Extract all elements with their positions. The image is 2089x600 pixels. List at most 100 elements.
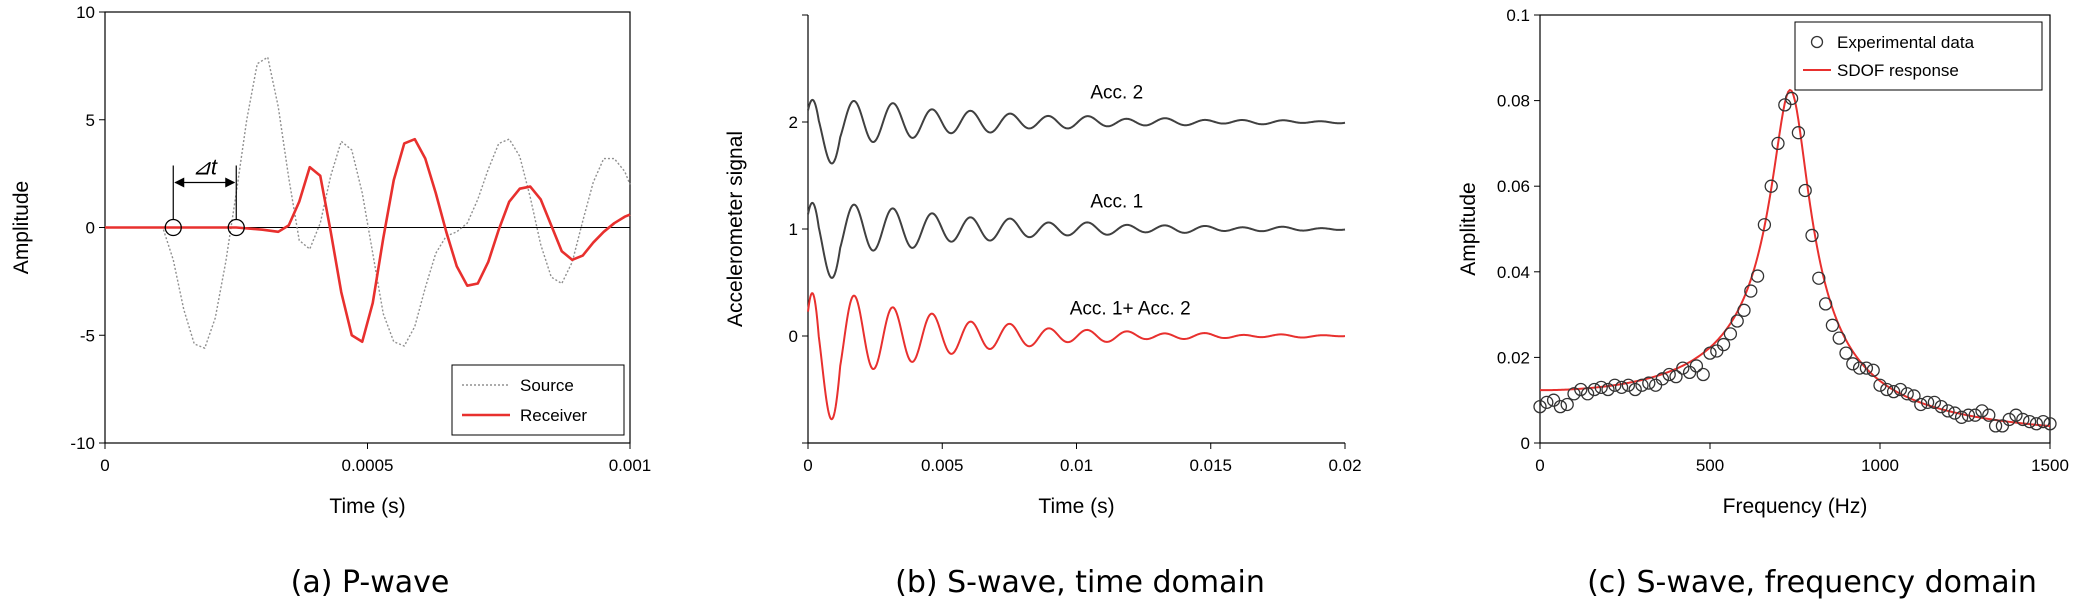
experimental-data-point	[1601, 382, 1615, 397]
experimental-data-point	[1873, 378, 1887, 392]
experimental-data-point	[1540, 395, 1554, 409]
series-label: Acc. 1+ Acc. 2	[1070, 299, 1191, 320]
experimental-data-point	[1723, 327, 1738, 341]
experimental-data-point	[1784, 91, 1799, 106]
experimental-data-point	[1621, 378, 1636, 392]
experimental-data-point	[1669, 370, 1683, 384]
panel-a-x-tick-label: 0	[100, 456, 109, 475]
experimental-data-point	[1614, 380, 1629, 395]
experimental-data-point	[1825, 318, 1840, 332]
experimental-data-point	[1988, 419, 2003, 433]
experimental-data-point	[1580, 387, 1595, 401]
legend-sdof-label: SDOF response	[1837, 61, 1959, 80]
experimental-data-point	[1805, 228, 1819, 243]
experimental-data-point	[1764, 179, 1778, 193]
experimental-data-point	[1975, 404, 1989, 418]
panel-a-caption: (a) P-wave	[291, 565, 450, 600]
panel-b-chart: 0 1 2 0 0.005 0.01 0.015 0.02 Time (s) Accelerome…	[724, 14, 1362, 600]
series-label: Acc. 2	[1090, 82, 1143, 103]
panel-c-chart: 0 0.02 0.04 0.06 0.08 0.1 0 500 1000 1500 Frequenc…	[1457, 6, 2069, 600]
experimental-data-point	[1812, 271, 1826, 285]
experimental-data-point	[1893, 382, 1908, 397]
panel-a-y-tick-label: 10	[76, 3, 95, 22]
panel-c-y-tick-label: 0.1	[1506, 6, 1530, 25]
experimental-data-point	[1737, 303, 1751, 317]
experimental-data-point	[1716, 337, 1731, 352]
experimental-data-point	[1553, 399, 1568, 414]
panel-a-y-tick-label: -5	[80, 326, 95, 345]
panel-b-x-tick-label: 0.01	[1060, 456, 1093, 475]
experimental-data-point	[2009, 408, 2023, 422]
panel-c-caption: (c) S-wave, frequency domain	[1587, 565, 2037, 600]
experimental-data-point	[1927, 395, 1942, 409]
panel-a-x-tick-label: 0.0005	[342, 456, 394, 475]
panel-c-y-tick-label: 0.02	[1497, 348, 1530, 367]
experimental-data-point	[1594, 380, 1608, 395]
panel-c-y-tick-label: 0	[1521, 434, 1530, 453]
delta-t-arrow-head	[174, 177, 185, 188]
experimental-data-point	[1791, 126, 1806, 140]
panel-a-legend-box	[451, 364, 625, 436]
experimental-data-point	[1533, 399, 1547, 414]
delta-t-arrow-head	[225, 177, 236, 188]
panel-b-x-tick-label: 0.015	[1189, 456, 1232, 475]
experimental-data-point	[2002, 412, 2016, 427]
experimental-data-point	[1914, 397, 1928, 412]
sdof-response-line	[1540, 88, 2051, 428]
panel-b-y-tick-label: 2	[789, 113, 798, 132]
experimental-data-point	[2029, 417, 2044, 431]
experimental-data-point	[1948, 406, 1962, 420]
experimental-data-point	[1886, 384, 1901, 399]
experimental-data-point	[1907, 389, 1921, 403]
series-line-acc-sum	[807, 292, 1346, 421]
panel-c-x-tick-label: 1500	[2031, 456, 2069, 475]
experimental-data-point	[1608, 378, 1622, 392]
legend-receiver-label: Receiver	[520, 406, 587, 425]
series-line-acc-1	[807, 201, 1346, 279]
experimental-data-point	[2036, 414, 2050, 429]
experimental-data-point	[1744, 284, 1758, 298]
panel-a-x-axis-label: Time (s)	[329, 495, 405, 518]
experimental-data-point	[1676, 361, 1690, 375]
experimental-data-point	[1934, 399, 1948, 414]
experimental-data-point	[1859, 361, 1874, 375]
panel-c-y-tick-label: 0.06	[1497, 177, 1530, 196]
experimental-data-point	[1662, 367, 1676, 382]
source-series-line	[105, 56, 631, 349]
panel-a-y-tick-label: 0	[86, 219, 95, 238]
experimental-data-point	[1710, 344, 1724, 358]
experimental-data-point	[2016, 412, 2030, 427]
experimental-data-point	[1832, 331, 1846, 345]
receiver-series-line	[105, 137, 631, 344]
experimental-data-point	[1818, 297, 1833, 311]
legend-source-label: Source	[520, 376, 574, 395]
experimental-data-point	[1846, 357, 1860, 371]
experimental-data-point	[1880, 382, 1894, 397]
panel-c-x-tick-label: 500	[1696, 456, 1724, 475]
experimental-data-point	[1655, 372, 1670, 386]
panel-b-y-axis-label: Accelerometer signal	[724, 131, 747, 327]
panel-a-y-tick-label: 5	[86, 111, 95, 130]
experimental-data-point	[1574, 382, 1588, 397]
experimental-data-point	[1941, 404, 1955, 418]
experimental-data-point	[1689, 359, 1704, 373]
panel-a-y-tick-label: -10	[70, 434, 95, 453]
experimental-data-point	[1567, 387, 1581, 401]
experimental-data-point	[2043, 417, 2057, 431]
experimental-data-point	[1587, 382, 1602, 397]
panel-b-y-tick-label: 0	[789, 327, 798, 346]
experimental-data-point	[1750, 269, 1765, 283]
panel-b-y-tick-label: 1	[789, 220, 798, 239]
panel-c-x-axis-label: Frequency (Hz)	[1723, 495, 1868, 518]
experimental-data-point	[1920, 395, 1935, 409]
experimental-data-point	[1982, 408, 1996, 422]
experimental-data-point	[1900, 387, 1914, 401]
experimental-data-point	[1628, 382, 1642, 397]
panel-c-y-axis-label: Amplitude	[1457, 182, 1480, 275]
experimental-data-point	[1642, 376, 1656, 390]
legend-experimental-label: Experimental data	[1837, 33, 1975, 52]
panel-c-legend-box	[1794, 21, 2043, 91]
panel-b-x-tick-label: 0.02	[1328, 456, 1361, 475]
experimental-data-point	[1648, 378, 1663, 392]
